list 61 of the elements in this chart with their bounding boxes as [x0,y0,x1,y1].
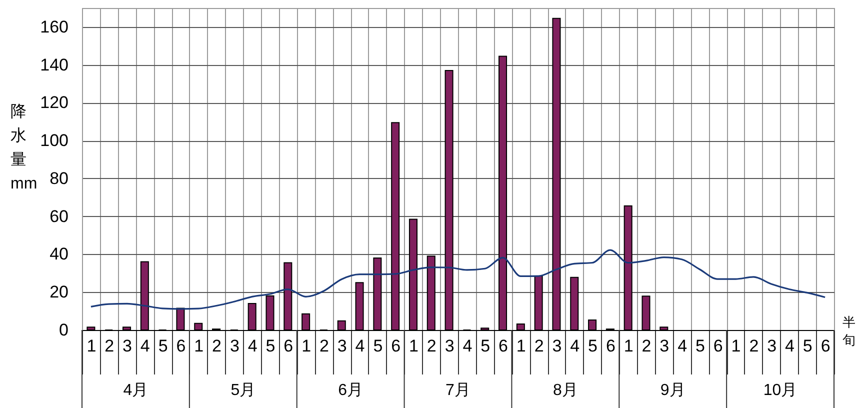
x-tick-label: 6 [820,336,830,356]
x-tick-label: 5 [480,336,490,356]
x-tick-label: 4 [355,336,365,356]
x-tick-label: 1 [516,336,526,356]
x-tick-label: 1 [86,336,96,356]
x-tick-label: 3 [122,336,132,356]
x-tick-label: 1 [409,336,418,356]
x-tick-label: 6 [391,336,401,356]
x-tick-label: 1 [624,336,634,356]
y-tick-label: 0 [59,320,68,340]
x-tick-label: 3 [337,336,347,356]
x-tick-label: 2 [319,336,329,356]
y-tick-label: 100 [40,131,68,150]
y-tick-label: 80 [50,168,68,188]
y-axis-title: 降水量 mm [10,104,38,192]
x-tick-label: 3 [230,336,240,356]
x-tick-label: 4 [570,336,580,356]
text: 8月 [552,382,578,399]
x-tick-label: 2 [749,336,759,356]
x-tick-label: 2 [212,336,222,356]
x-tick-label: 1 [302,336,312,356]
x-tick-label: 5 [158,336,168,356]
x-axis-title: 半旬 [842,314,856,348]
x-tick-label: 4 [678,336,688,356]
x-tick-label: 5 [266,336,276,356]
text: 4月 [123,382,148,399]
x-tick-label: 3 [552,336,562,356]
x-tick-label: 3 [767,336,777,356]
x-tick-label: 2 [426,336,436,356]
x-tick-label: 6 [713,336,723,356]
x-tick-label: 5 [695,336,705,356]
x-tick-label: 1 [731,336,741,356]
x-tick-label: 6 [606,336,616,356]
x-tick-label: 6 [498,336,508,356]
x-tick-label: 2 [104,336,114,356]
x-tick-label: 4 [248,336,258,356]
x-tick-label: 6 [284,336,294,356]
x-tick-label: 2 [534,336,544,356]
line-series [90,249,826,310]
x-tick-label: 3 [444,336,454,356]
y-tick-label: 160 [40,17,68,36]
x-tick-label: 6 [176,336,186,356]
y-tick-label: 40 [50,244,68,264]
text: 10月 [763,382,798,399]
y-tick-label: 140 [40,55,68,74]
x-tick-label: 5 [588,336,598,356]
y-tick-label: 120 [40,93,68,112]
y-tick-label: 60 [50,206,68,226]
x-tick-label: 2 [642,336,652,356]
text: 7月 [446,382,470,399]
x-tick-label: 4 [785,336,794,356]
x-tick-label: 5 [802,336,812,356]
x-tick-label: 3 [660,336,670,356]
y-tick-label: 20 [50,282,68,302]
x-tick-label: 1 [194,336,204,356]
text: 9月 [660,382,686,399]
text: 5月 [230,382,256,399]
x-tick-label: 4 [462,336,472,356]
x-tick-label: 4 [140,336,150,356]
text: 6月 [338,382,364,399]
x-tick-label: 5 [373,336,383,356]
